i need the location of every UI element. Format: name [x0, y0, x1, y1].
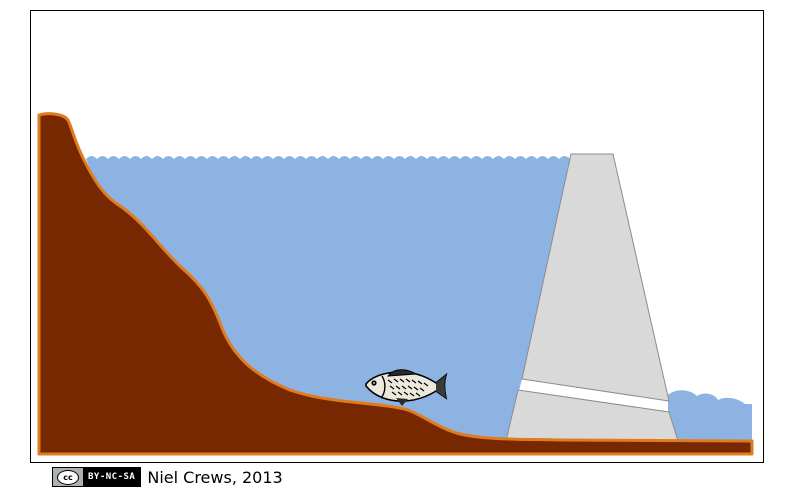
fish-dorsal-fin: [386, 369, 418, 377]
credit-line: cc BY-NC-SA Niel Crews, 2013: [52, 466, 283, 488]
dam-main-body: [521, 153, 670, 402]
fish-eye-highlight: [373, 382, 375, 384]
fish-gill: [380, 375, 386, 399]
fish-tail-markings: [436, 375, 446, 398]
fish-illustration: [365, 369, 448, 406]
fish-pelvic-fin: [396, 398, 408, 406]
cc-license-badge[interactable]: cc BY-NC-SA: [52, 467, 142, 487]
cc-logo-icon: cc: [53, 468, 83, 486]
cc-logo-text: cc: [57, 469, 79, 485]
author-credit: Niel Crews, 2013: [147, 467, 283, 487]
fish-scales: [387, 378, 429, 397]
cc-license-terms: BY-NC-SA: [88, 472, 136, 482]
hillside-ground: [37, 112, 754, 456]
tailwater: [668, 390, 752, 441]
